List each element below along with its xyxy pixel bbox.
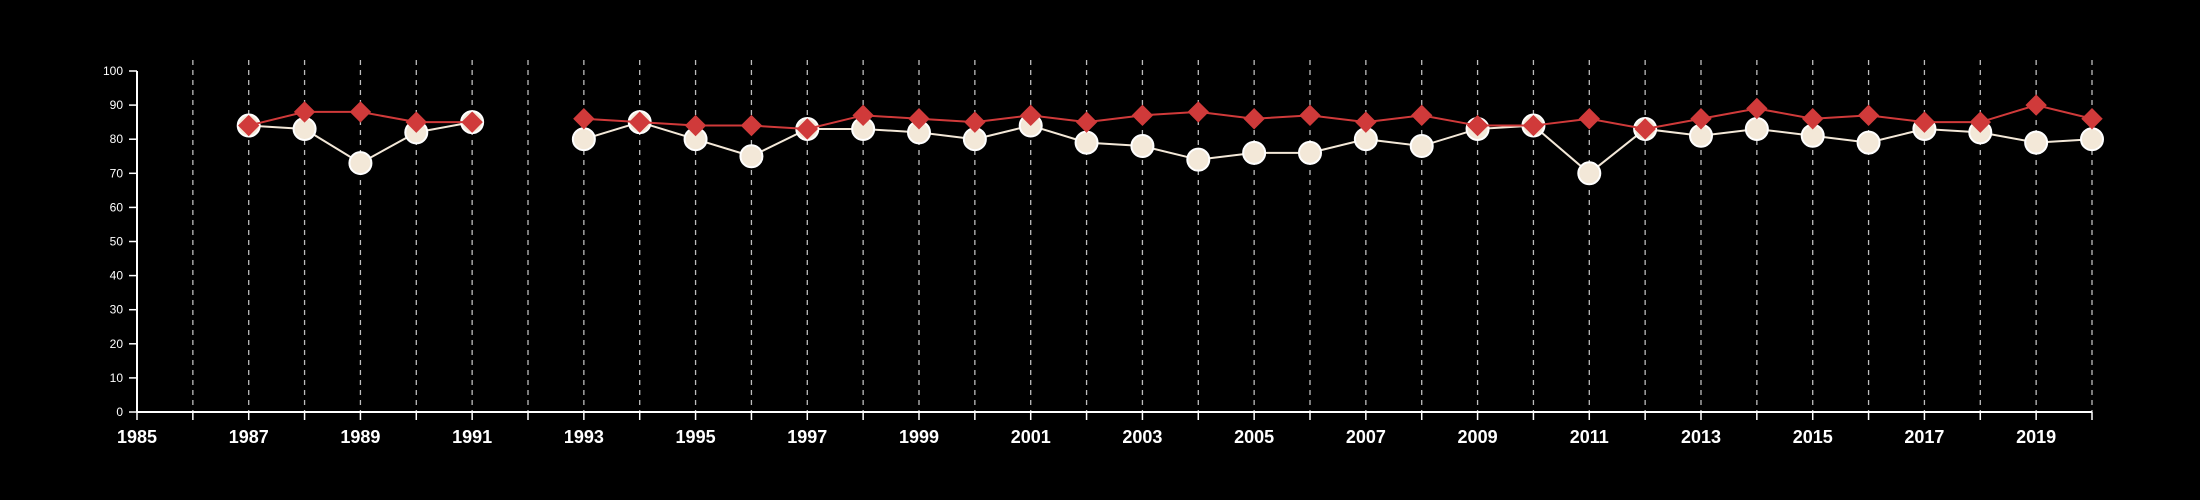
x-tick-label: 2019 (2016, 427, 2056, 447)
data-point-diamond (1690, 108, 1712, 130)
y-tick-label: 60 (110, 200, 124, 214)
data-point-diamond (964, 111, 986, 133)
data-point-diamond (1299, 104, 1321, 127)
x-tick-label: 1989 (340, 427, 380, 447)
data-point-diamond (1634, 118, 1656, 140)
series-1-line (583, 104, 2093, 130)
x-tick-label: 2013 (1681, 427, 1721, 447)
data-point-diamond (1355, 111, 1377, 133)
x-tick-label: 1999 (899, 427, 939, 447)
data-point-diamond (740, 114, 763, 137)
series-2-line (583, 121, 2093, 175)
data-point-circle (2024, 130, 2049, 155)
y-tick-label: 70 (110, 166, 124, 180)
x-tick-label: 2011 (1570, 427, 1609, 447)
x-tick-label: 2009 (1458, 427, 1498, 447)
y-tick-label: 90 (110, 98, 124, 112)
data-point-circle (1298, 140, 1322, 165)
data-point-diamond (629, 111, 651, 133)
data-point-diamond (461, 111, 483, 133)
y-tick-label: 50 (110, 235, 124, 249)
data-point-diamond (238, 114, 260, 137)
y-tick-label: 40 (110, 269, 124, 283)
series-1 (238, 94, 2103, 140)
data-point-diamond (852, 104, 874, 127)
data-point-diamond (908, 108, 930, 130)
x-tick-label: 1987 (229, 427, 269, 447)
data-point-circle (571, 127, 596, 152)
data-point-diamond (1466, 114, 1489, 137)
data-point-diamond (1187, 101, 1209, 123)
data-point-diamond (2081, 108, 2103, 130)
data-point-diamond (1969, 111, 1991, 133)
data-point-diamond (1578, 108, 1600, 130)
series-2 (236, 110, 2104, 186)
y-tick-label: 80 (110, 132, 124, 146)
data-point-diamond (349, 101, 372, 123)
data-point-diamond (1020, 104, 1042, 127)
x-tick-label: 2001 (1011, 427, 1051, 447)
data-point-diamond (1243, 108, 1265, 130)
data-point-diamond (1913, 111, 1936, 133)
data-point-circle (739, 144, 764, 169)
data-point-circle (1074, 130, 1099, 155)
y-tick-label: 0 (116, 405, 123, 419)
data-point-circle (1242, 140, 1267, 165)
data-point-diamond (1411, 104, 1433, 127)
data-point-circle (2080, 127, 2104, 152)
data-point-diamond (1802, 108, 1824, 130)
x-tick-label: 2017 (1904, 427, 1944, 447)
x-tick-label: 1993 (564, 427, 604, 447)
series-layer (236, 94, 2104, 186)
y-tick-label: 30 (110, 303, 124, 317)
data-point-diamond (405, 111, 427, 133)
y-tick-label: 10 (110, 371, 124, 385)
x-tick-label: 2003 (1122, 427, 1162, 447)
data-point-diamond (2025, 94, 2047, 116)
data-point-diamond (1075, 111, 1098, 133)
x-tick-label: 1991 (452, 427, 492, 447)
data-point-circle (348, 151, 373, 176)
data-point-circle (1856, 130, 1881, 155)
data-point-circle (1409, 134, 1434, 159)
data-point-diamond (1746, 97, 1768, 120)
grid-lines (192, 60, 2093, 412)
x-tick-label: 2005 (1234, 427, 1274, 447)
axes: 1985 1987 1989 1991 1993 1995 1997 1999 2001 2003… (103, 64, 2093, 447)
data-point-diamond (1131, 104, 1154, 127)
data-point-diamond (573, 108, 595, 130)
data-point-circle (1577, 161, 1602, 186)
y-tick-label: 20 (110, 337, 124, 351)
y-tick-label: 100 (103, 64, 123, 78)
data-point-circle (1744, 116, 1769, 141)
data-point-diamond (1522, 114, 1545, 137)
x-tick-label: 2007 (1346, 427, 1386, 447)
x-tick-label: 2015 (1793, 427, 1833, 447)
x-tick-label: 1995 (676, 427, 716, 447)
x-tick-label: 1985 (117, 427, 157, 447)
data-point-diamond (293, 101, 316, 123)
data-point-diamond (1857, 104, 1880, 127)
x-tick-label: 1997 (787, 427, 827, 447)
data-point-circle (1130, 134, 1155, 159)
data-point-diamond (796, 118, 818, 140)
data-point-circle (1186, 147, 1211, 172)
data-point-diamond (684, 114, 707, 137)
